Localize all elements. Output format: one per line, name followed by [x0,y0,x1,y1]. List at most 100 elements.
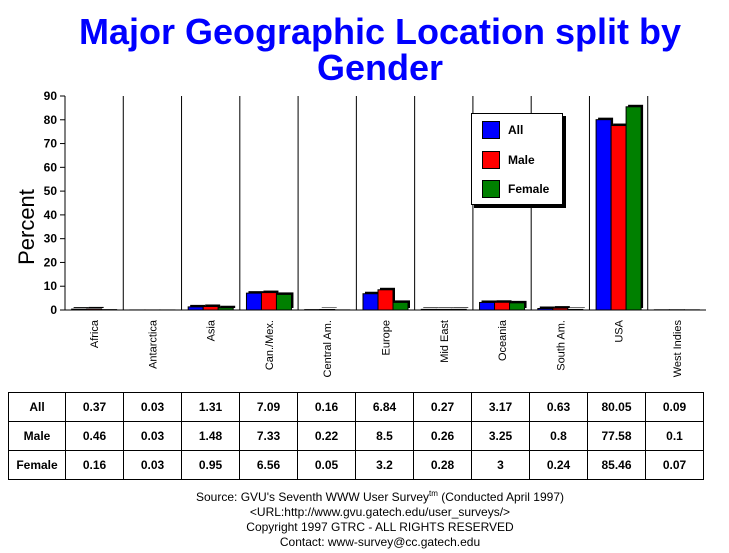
table-cell: 0.8 [529,421,588,451]
bar-female [509,302,526,311]
table-row-label: Male [8,421,66,451]
y-tick-label: 80 [44,113,58,127]
y-tick-label: 0 [50,303,57,317]
bar-all [187,306,204,311]
x-tick-label: Antarctica [147,319,159,369]
table-cell: 6.56 [239,450,298,480]
y-tick-label: 50 [44,184,58,198]
bar-male [435,308,452,311]
table-cell: 0.09 [645,392,704,422]
bar-male [202,305,219,311]
table-cell: 0.63 [529,392,588,422]
footer-source-prefix: Source: GVU's Seventh WWW User Survey [196,490,430,504]
x-tick-label: South Am. [555,320,567,371]
table-cell: 3 [471,450,530,480]
chart-plot-area: 0 10 20 30 40 50 60 70 80 90 Africa Antarctica Asia C… [44,89,706,377]
series-female [101,104,700,311]
table-cell: 0.37 [65,392,124,422]
table-cell: 0.16 [297,392,356,422]
table-cell: 1.31 [181,392,240,422]
table-cell: 0.46 [65,421,124,451]
series-all [71,117,670,311]
x-tick-label: Mid East [439,320,451,363]
y-tick-label: 40 [44,208,58,222]
series-male [86,123,685,311]
bar-female [217,307,234,311]
table-row: All 0.37 0.03 1.31 7.09 0.16 6.84 0.27 3.17 0.63 8… [8,392,704,422]
table-cell: 0.27 [413,392,472,422]
footer-source-trademark: tm [429,489,438,498]
footer-source-suffix: (Conducted April 1997) [437,490,564,504]
x-tick-label: Can./Mex. [264,320,276,370]
legend-item-all: All [482,120,523,140]
bar-all [245,292,262,311]
bar-all [71,308,88,311]
table-cell: 1.48 [181,421,240,451]
chart-title-line-1: Major Geographic Location split by [78,11,682,52]
table-cell: 3.25 [471,421,530,451]
table-row-label: Female [8,450,66,480]
bar-shadow [73,307,89,308]
y-tick-label: 30 [44,232,58,246]
table-cell: 3.2 [355,450,414,480]
table-row-label: All [8,392,66,422]
bar-shadow [220,305,236,308]
table-row: Female 0.16 0.03 0.95 6.56 0.05 3.2 0.28 3 0.24 85… [8,450,704,480]
bar-all [537,308,554,311]
legend-swatch-female [482,180,500,198]
y-tick-label: 60 [44,160,58,174]
table-cell: 0.24 [529,450,588,480]
table-cell: 0.07 [645,450,704,480]
bar-male [610,125,627,311]
x-tick-label: USA [614,319,626,342]
table-cell: 6.84 [355,392,414,422]
y-tick-label: 20 [44,255,58,269]
legend-swatch-all [482,121,500,139]
y-tick-label: 90 [44,89,58,103]
footer-source-line: Source: GVU's Seventh WWW User Surveytm … [150,486,610,505]
table-cell: 80.05 [587,392,646,422]
table-cell: 8.5 [355,421,414,451]
bar-shadow [554,306,570,308]
bar-shadow [423,307,439,308]
table-cell: 77.58 [587,421,646,451]
table-cell: 0.05 [297,450,356,480]
legend-label-male: Male [508,153,535,167]
bar-male [552,307,569,311]
bar-male [377,289,394,311]
chart-legend: All Male Female [471,113,563,205]
bar-female [392,301,409,311]
bar-shadow [453,307,469,308]
x-tick-label: Asia [206,319,218,341]
table-cell: 0.16 [65,450,124,480]
legend-item-male: Male [482,150,535,170]
x-tick-label: Central Am. [322,320,334,377]
table-cell: 0.1 [645,421,704,451]
chart-title: Major Geographic Location split by Gende… [0,14,729,86]
footer-copyright-line: Copyright 1997 GTRC - ALL RIGHTS RESERVE… [246,520,514,534]
x-tick-label: Oceania [497,319,509,361]
bar-male [86,308,103,311]
legend-label-female: Female [508,182,550,196]
table-cell: 0.95 [181,450,240,480]
y-tick-label: 10 [44,279,58,293]
bar-all [362,293,379,311]
table-cell: 0.26 [413,421,472,451]
table-row: Male 0.46 0.03 1.48 7.33 0.22 8.5 0.26 3.25 0.8 77… [8,421,704,451]
bar-female [567,308,584,311]
table-cell: 7.33 [239,421,298,451]
bar-male [494,301,511,311]
source-footer: Source: GVU's Seventh WWW User Surveytm … [150,486,610,550]
table-cell: 85.46 [587,450,646,480]
bar-male [319,308,336,311]
footer-url-line: <URL:http://www.gvu.gatech.edu/user_surv… [249,505,511,519]
bar-shadow [569,307,585,308]
table-cell: 0.03 [123,421,182,451]
bar-shadow [88,306,104,308]
bar-shadow [539,306,555,308]
x-tick-label: Africa [89,319,101,348]
bar-all [420,308,437,311]
bar-shadow [321,307,337,308]
bar-male [260,292,277,311]
bar-female [450,308,467,311]
